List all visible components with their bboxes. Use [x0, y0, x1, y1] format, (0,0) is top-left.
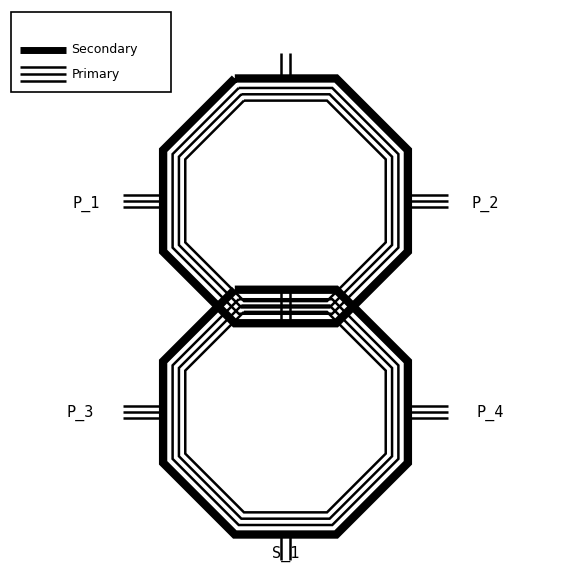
Text: P_4: P_4 [477, 405, 504, 421]
Text: P_3: P_3 [67, 405, 94, 421]
Text: S_1: S_1 [272, 545, 299, 562]
Text: P_2: P_2 [471, 195, 498, 212]
Text: Secondary: Secondary [71, 43, 138, 56]
Text: Primary: Primary [71, 68, 120, 81]
Text: P_1: P_1 [73, 195, 100, 212]
Bar [11, 13, 171, 92]
